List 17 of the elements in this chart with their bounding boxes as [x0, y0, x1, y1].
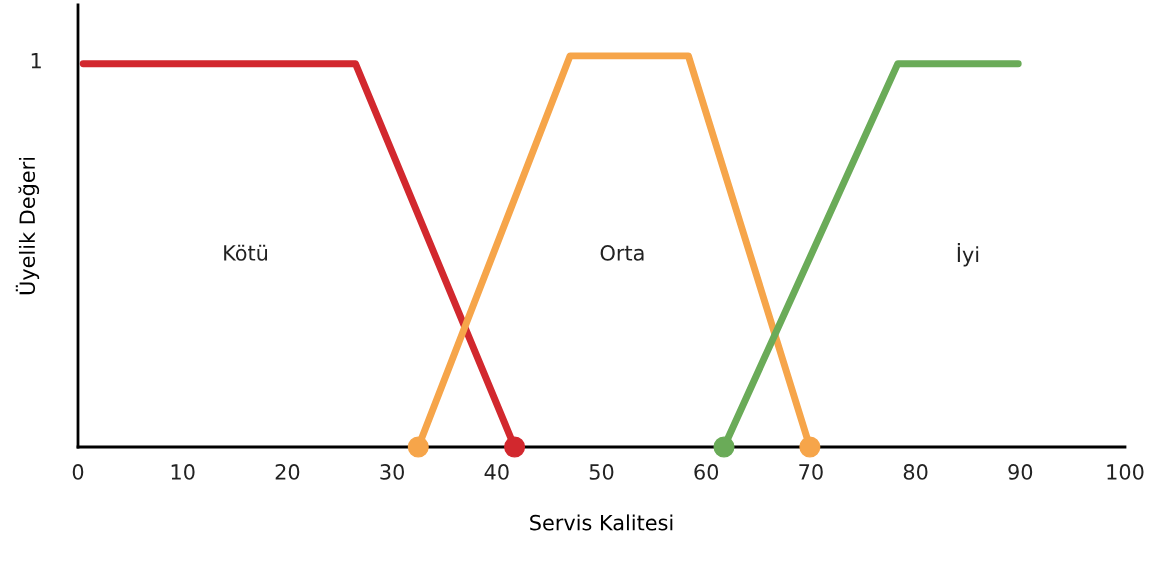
x-tick-label: 50 — [589, 464, 614, 480]
x-tick-label: 20 — [275, 464, 300, 480]
text: 1 — [31, 53, 41, 69]
x-tick-label: 10 — [171, 464, 195, 480]
x-axis-title: Servis Kalitesi — [530, 514, 673, 531]
x-tick-label: 100 — [1107, 464, 1144, 480]
y-axis-title: Üyelik Değeri — [15, 158, 40, 295]
annotation: Orta — [600, 245, 644, 261]
x-tick-label: 0 — [72, 464, 84, 480]
annotation: İyi — [957, 243, 979, 267]
x-tick-label: 30 — [380, 464, 404, 480]
x-tick-label: 70 — [799, 464, 823, 480]
x-tick-label: 60 — [694, 464, 719, 480]
annotation: Kötü — [224, 244, 267, 261]
x-tick-label: 80 — [903, 464, 928, 480]
x-tick-label: 90 — [1008, 464, 1033, 480]
x-tick-label: 40 — [484, 464, 509, 480]
